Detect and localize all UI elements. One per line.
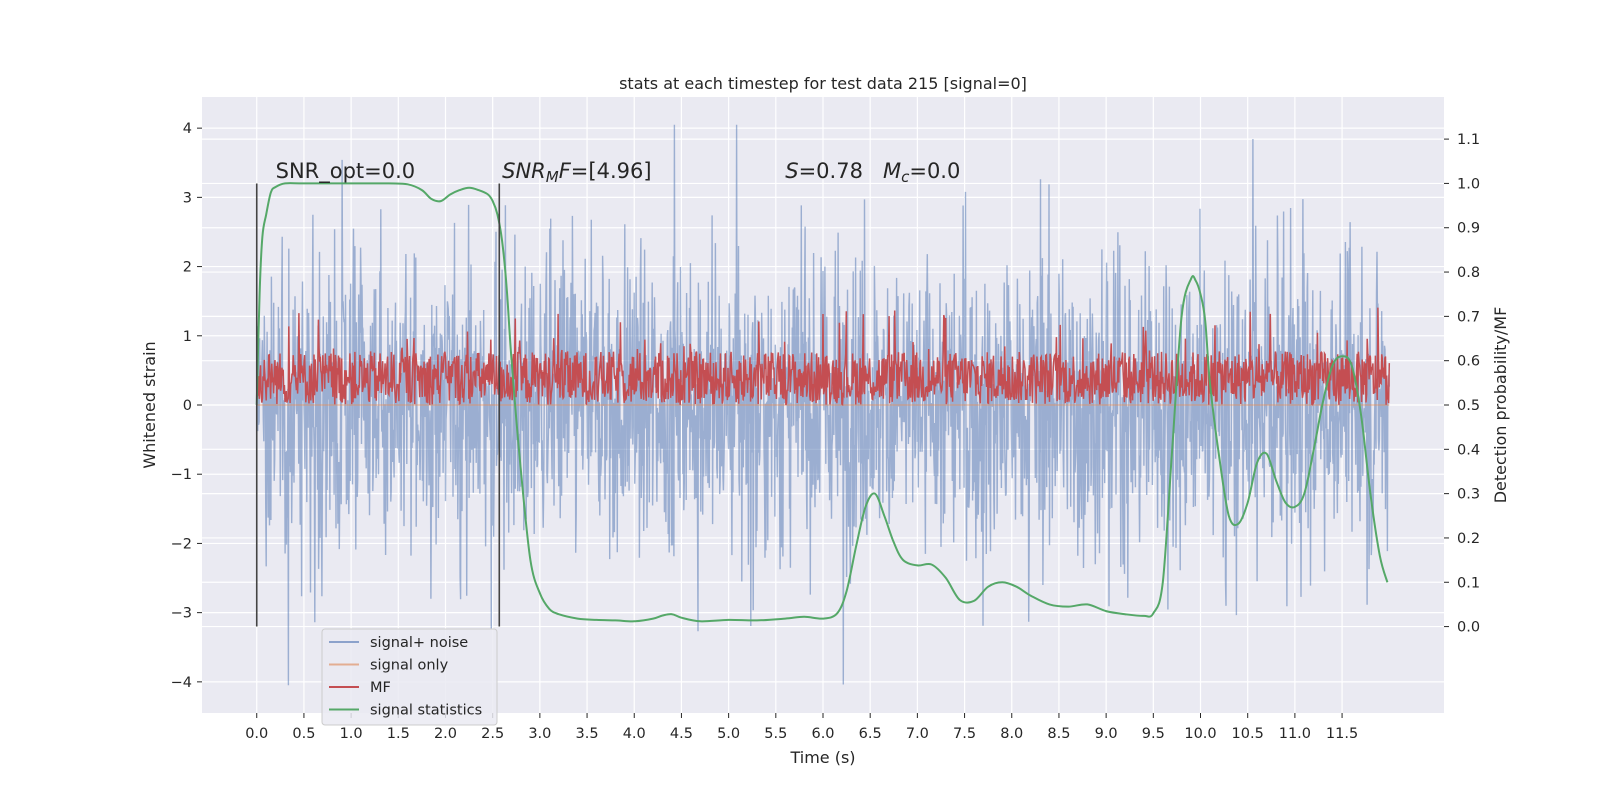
x-axis-label: Time (s) — [789, 748, 855, 767]
y-tick-label: −3 — [171, 606, 192, 622]
y2-tick-label: 0.4 — [1457, 442, 1480, 458]
x-tick-label: 11.0 — [1279, 726, 1311, 742]
x-tick-label: 7.0 — [906, 726, 929, 742]
annotation-part: M — [546, 168, 559, 186]
x-tick-label: 9.5 — [1142, 726, 1165, 742]
x-tick-label: 1.0 — [340, 726, 363, 742]
y2-tick-label: 1.0 — [1457, 176, 1480, 192]
x-tick-label: 2.0 — [434, 726, 457, 742]
y2-tick-label: 0.1 — [1457, 575, 1480, 591]
y2-tick-label: 0.0 — [1457, 620, 1480, 636]
legend-label: signal only — [370, 658, 449, 674]
annotation-part: =0.0 — [909, 159, 960, 183]
y-tick-label: −4 — [171, 675, 192, 691]
annotation-part: M — [883, 159, 901, 183]
legend: signal+ noise signal only MF signal statist… — [321, 628, 498, 726]
y-tick-label: −1 — [171, 467, 192, 483]
x-tick-label: 11.5 — [1326, 726, 1358, 742]
x-tick-label: 2.5 — [481, 726, 504, 742]
x-tick-label: 1.5 — [387, 726, 410, 742]
x-tick-label: 6.0 — [811, 726, 834, 742]
annotation-part: SNR_opt=0.0 — [276, 159, 416, 184]
y-tick-label: 0 — [183, 398, 192, 414]
y-tick-label: 3 — [183, 190, 192, 206]
y2-tick-label: 1.1 — [1457, 132, 1480, 148]
annotation-snr_mf: SNRMF=[4.96] — [502, 159, 651, 186]
chart-title: stats at each timestep for test data 215… — [619, 74, 1027, 93]
y2-tick-label: 0.3 — [1457, 487, 1480, 503]
x-tick-label: 10.0 — [1184, 726, 1216, 742]
x-tick-label: 4.5 — [670, 726, 693, 742]
x-tick-label: 5.0 — [717, 726, 740, 742]
annotation-part: c — [901, 168, 910, 186]
y2-tick-label: 0.2 — [1457, 531, 1480, 547]
x-tick-label: 10.5 — [1232, 726, 1264, 742]
annotation-s_mc: S=0.78 Mc=0.0 — [785, 159, 960, 186]
y-tick-label: 4 — [183, 121, 192, 137]
legend-label: signal statistics — [370, 703, 482, 719]
legend-box — [321, 628, 498, 726]
y-tick-label: 1 — [183, 329, 192, 345]
y2-tick-label: 0.5 — [1457, 398, 1480, 414]
y-tick-label: −2 — [171, 536, 192, 552]
y-tick-label: 2 — [183, 260, 192, 276]
y2-tick-label: 0.6 — [1457, 354, 1480, 370]
data-layer — [255, 124, 1391, 686]
x-tick-label: 5.5 — [764, 726, 787, 742]
x-tick-label: 6.5 — [859, 726, 882, 742]
annotation-part: SNR — [502, 159, 546, 183]
x-tick-label: 9.0 — [1095, 726, 1118, 742]
y2-tick-label: 0.8 — [1457, 265, 1480, 281]
series-line-signal-noise — [256, 124, 1390, 686]
x-tick-label: 0.0 — [245, 726, 268, 742]
legend-label: MF — [370, 680, 391, 696]
legend-label: signal+ noise — [370, 635, 468, 651]
y2-axis-label: Detection probability/MF — [1491, 307, 1510, 504]
annotation-part: F — [559, 159, 572, 183]
x-tick-label: 3.0 — [528, 726, 551, 742]
x-tick-label: 8.5 — [1047, 726, 1070, 742]
annotation-snr_opt: SNR_opt=0.0 — [276, 159, 416, 184]
annotations: SNR_opt=0.0 SNRMF=[4.96] S=0.78 Mc=0.0 — [255, 159, 960, 627]
x-tick-label: 3.5 — [576, 726, 599, 742]
x-tick-label: 7.5 — [953, 726, 976, 742]
y2-tick-label: 0.7 — [1457, 309, 1480, 325]
x-tick-label: 0.5 — [292, 726, 315, 742]
annotation-part: =0.78 — [799, 159, 883, 183]
series-line-mf — [256, 307, 1391, 407]
x-tick-label: 8.0 — [1000, 726, 1023, 742]
x-tick-label: 4.0 — [623, 726, 646, 742]
axes: 0.0 0.5 1.0 1.5 2.0 2.5 3.0 3.5 4.0 4.5 5.0 5.5 6.0 6… — [171, 121, 1480, 742]
annotation-part: =[4.96] — [571, 159, 652, 183]
y-axis-label: Whitened strain — [140, 341, 159, 468]
annotation-part: S — [785, 159, 798, 183]
series-line-signal-statistics — [255, 182, 1389, 623]
y2-tick-label: 0.9 — [1457, 221, 1480, 237]
